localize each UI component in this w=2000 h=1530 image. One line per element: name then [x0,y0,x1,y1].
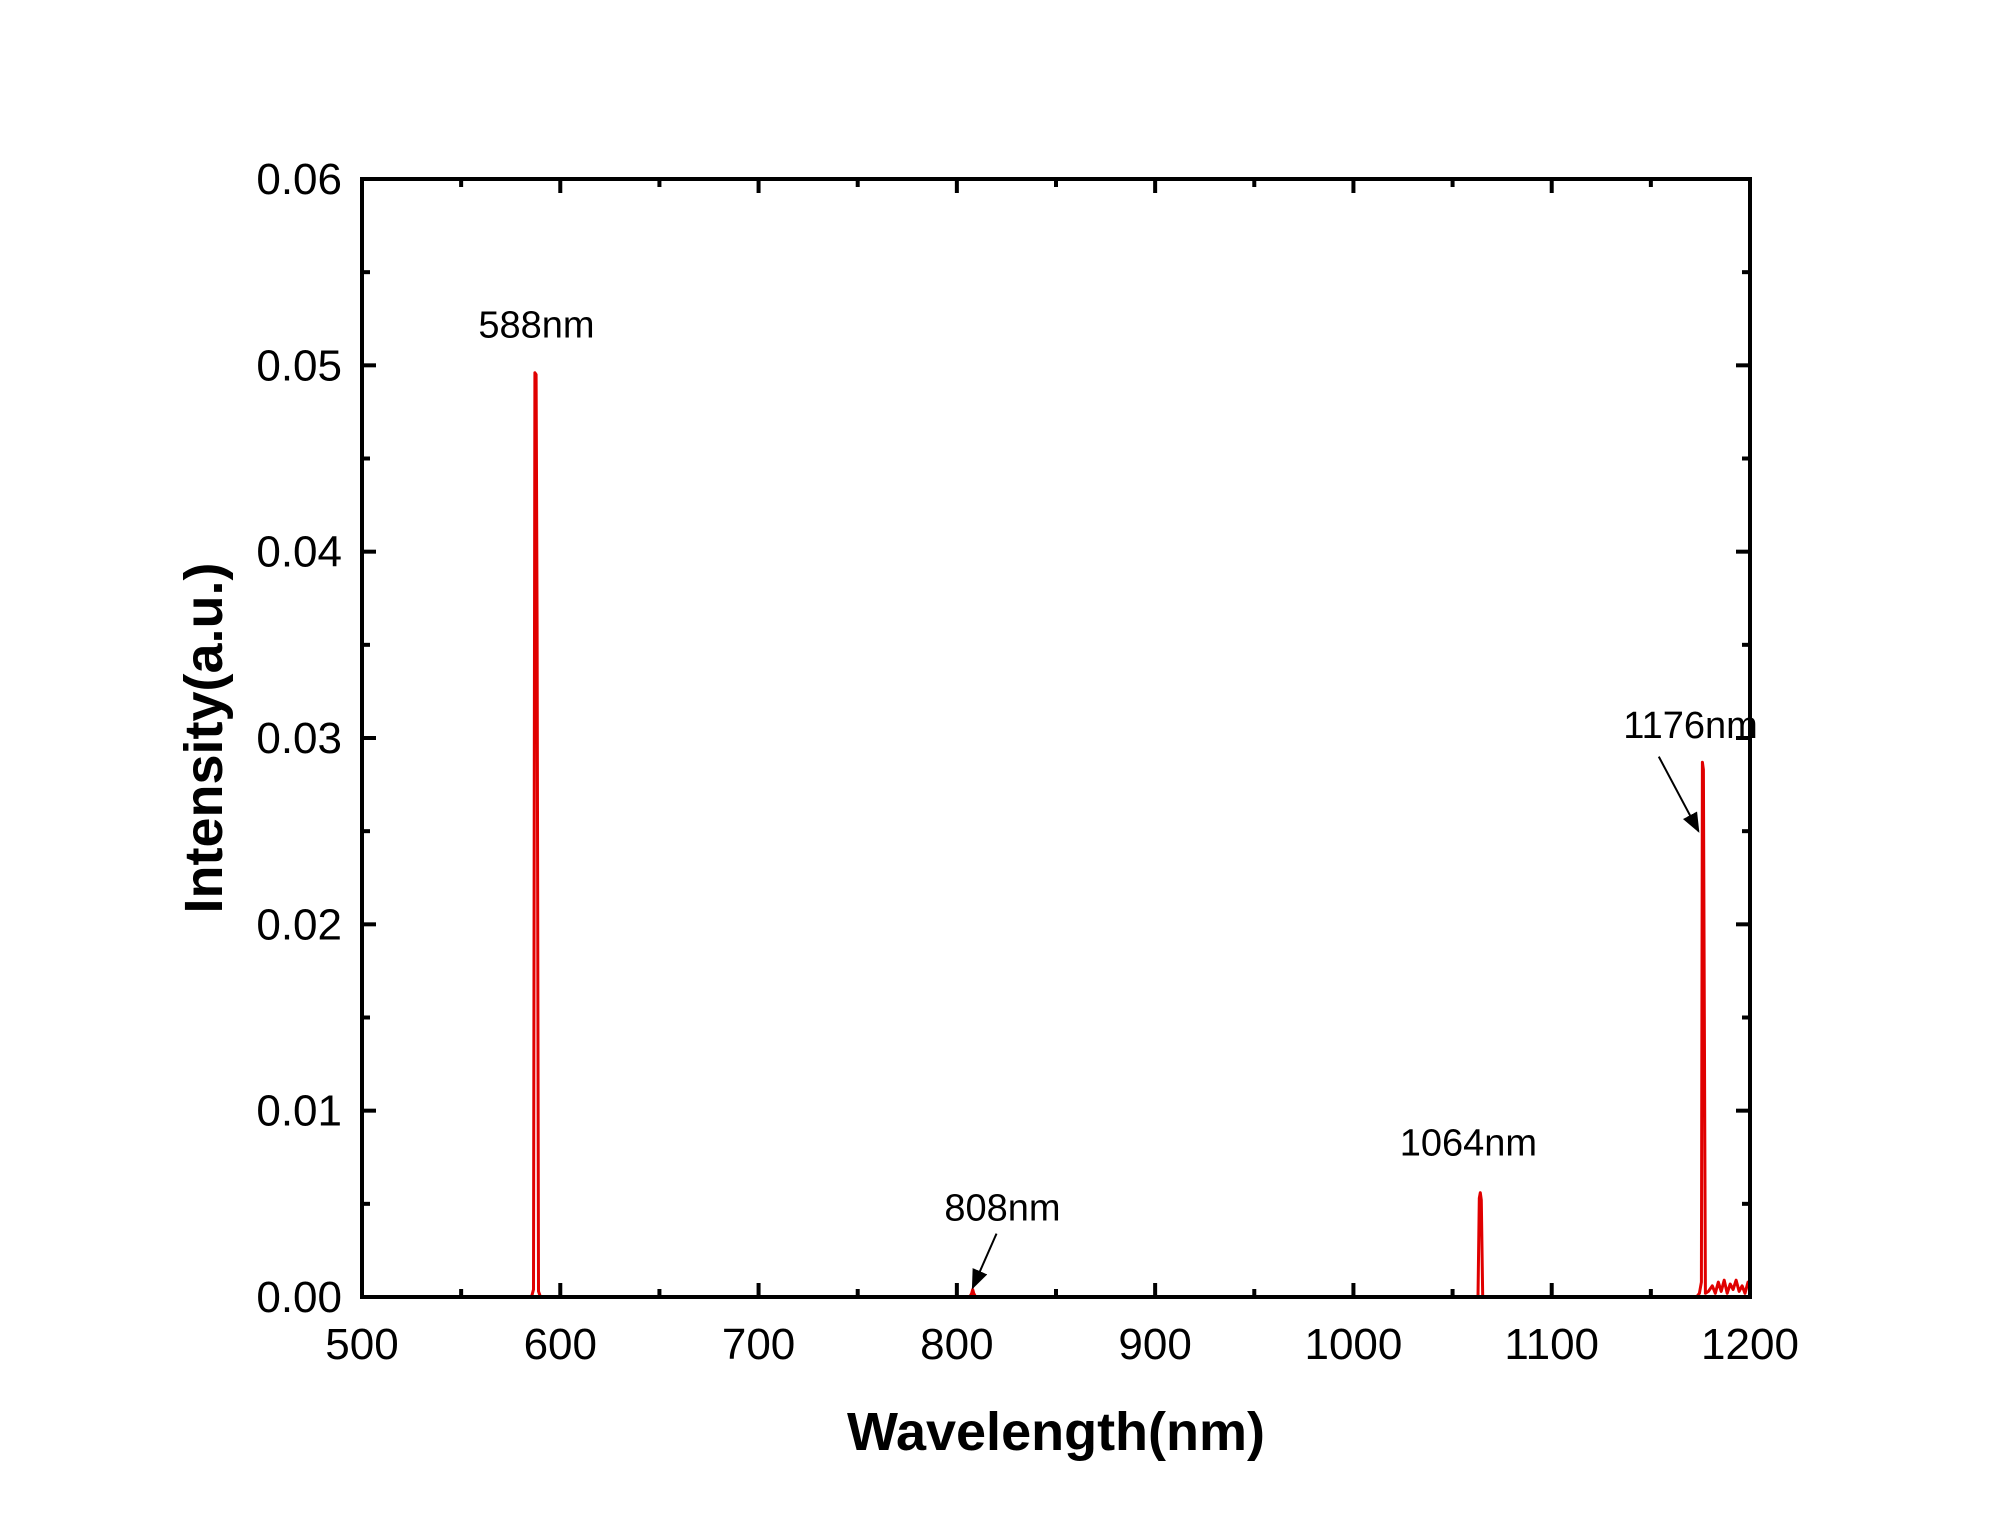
peak-annotation-label: 588nm [478,304,594,346]
x-tick-label: 700 [722,1320,795,1369]
tick-labels: 500 600 700 800 900 1000 1100 1200 0.00 0.01 0.02 0… [256,155,1799,1369]
y-tick-label: 0.05 [256,341,342,390]
peak-annotation-label: 808nm [944,1188,1060,1230]
peak-annotation-arrow [971,1233,998,1290]
peak-annotation-label: 1064nm [1400,1122,1537,1164]
plot-frame [360,177,1752,1299]
y-tick-label: 0.04 [256,528,342,577]
x-tick-label: 1100 [1504,1320,1599,1369]
y-tick-label: 0.01 [256,1087,342,1136]
y-tick-label: 0.00 [256,1273,342,1322]
peak-annotation-label: 1176nm [1623,705,1758,747]
x-axis-title: Wavelength(nm) [847,1402,1265,1462]
x-tick-label: 500 [325,1320,398,1369]
y-tick-label: 0.06 [256,155,342,204]
peak-annotation-arrow [1657,756,1700,833]
x-tick-label: 800 [920,1320,993,1369]
x-tick-label: 1000 [1304,1320,1402,1369]
y-tick-label: 0.03 [256,714,342,763]
x-tick-label: 900 [1118,1320,1191,1369]
series-layer [362,371,1752,1299]
x-tick-label: 1200 [1701,1320,1799,1369]
y-axis-title: Intensity(a.u.) [174,562,234,913]
annotations: 588nm 808nm 1064nm 1176nm [478,304,1758,1290]
series-line [362,371,1752,1299]
y-tick-label: 0.02 [256,900,342,949]
x-tick-label: 600 [524,1320,597,1369]
